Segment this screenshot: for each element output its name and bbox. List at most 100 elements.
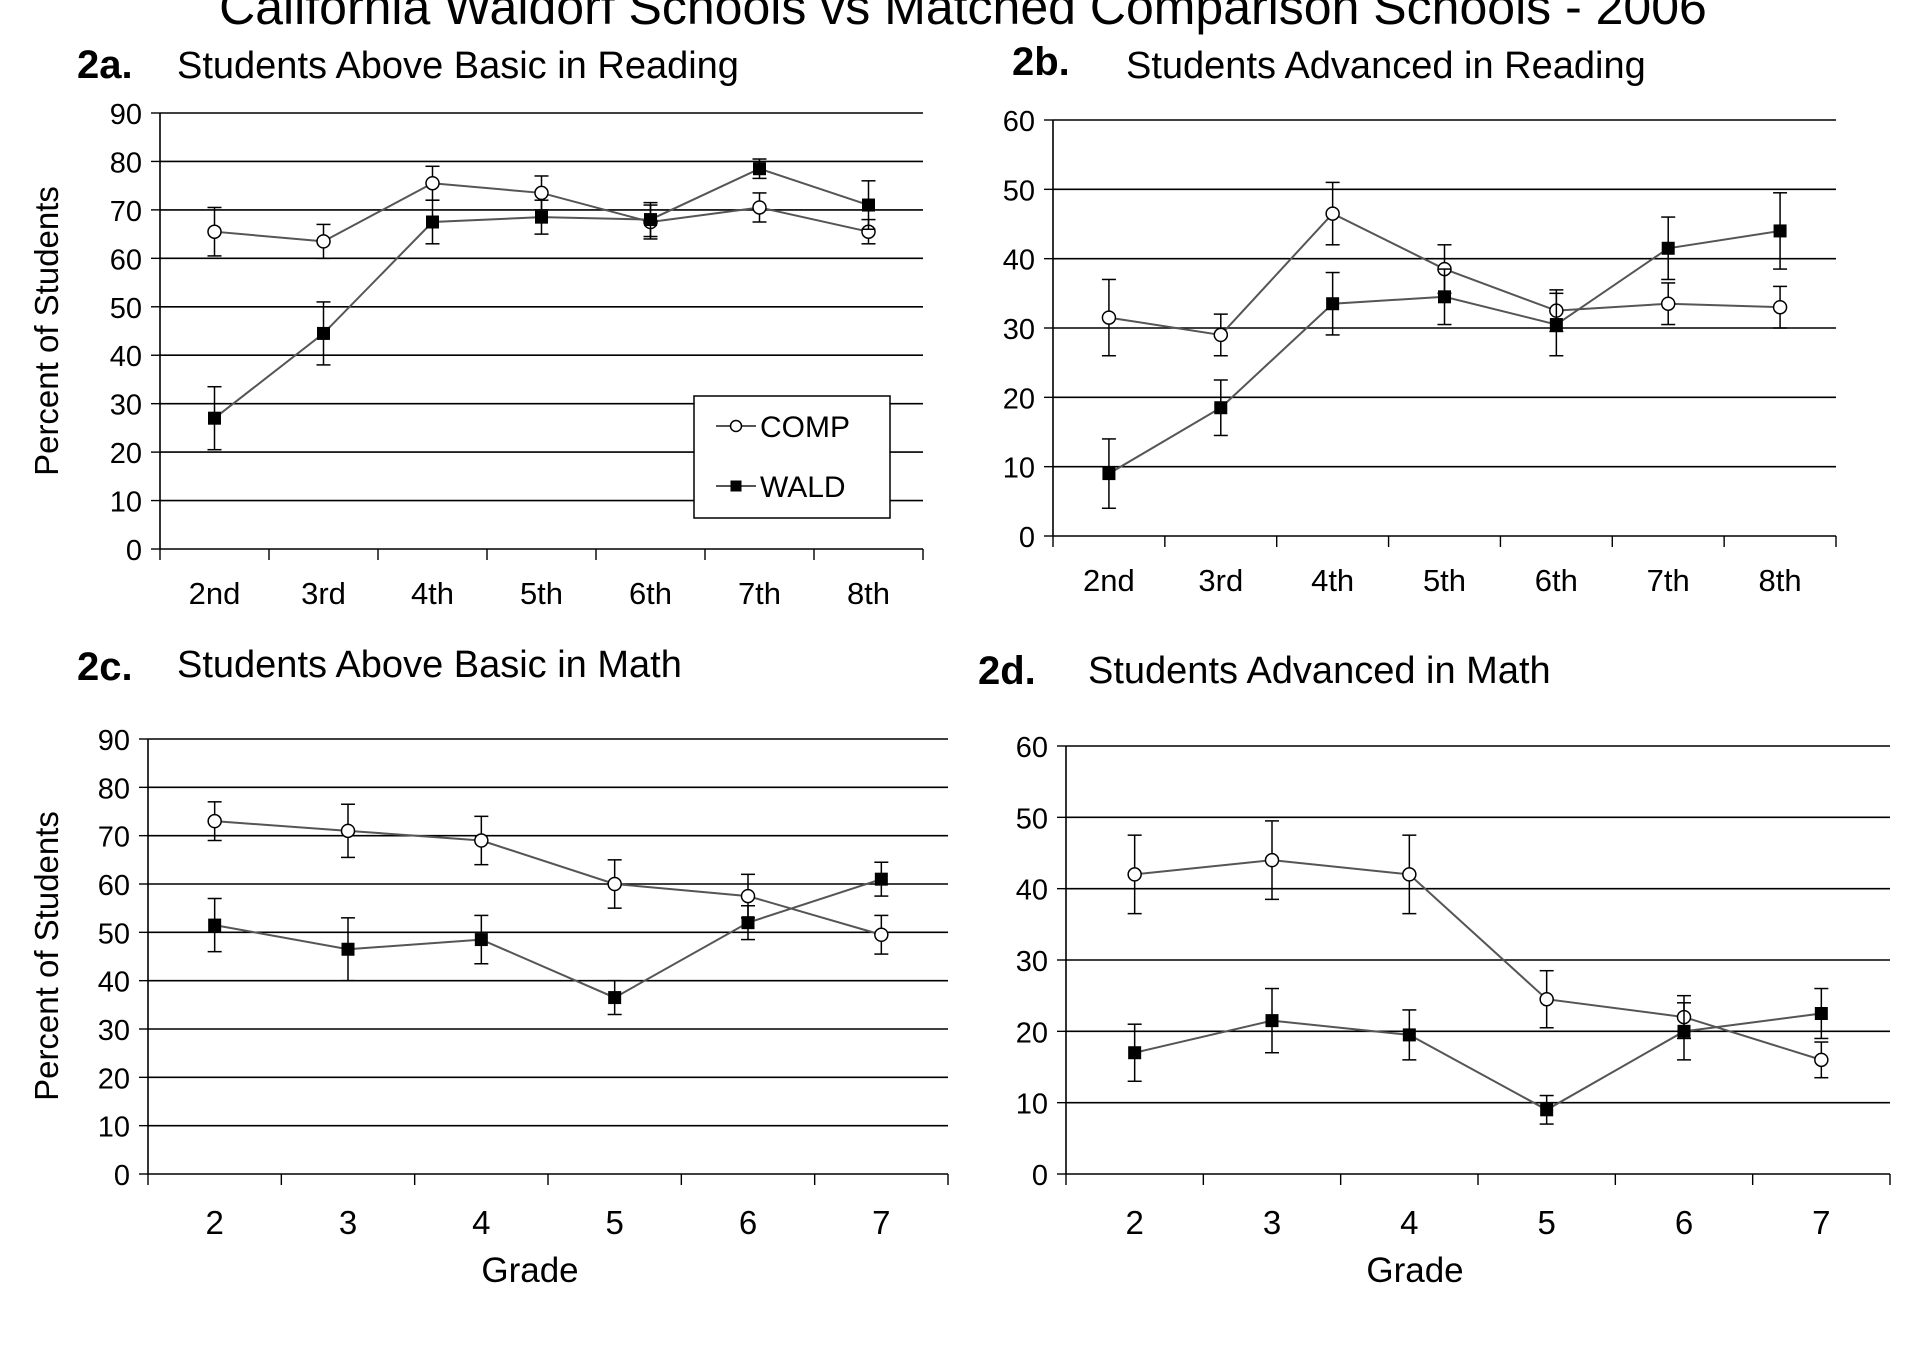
x-tick-label: 7th [1647,563,1690,598]
data-point-comp [1402,867,1417,882]
series-line [1134,859,1822,1061]
page-title: California Waldorf Schools vs Matched Co… [219,0,1707,35]
chart-title: Students Advanced in Reading [1126,45,1646,87]
data-point-wald [1814,1007,1828,1020]
y-tick-label: 60 [1003,106,1035,138]
series-wald [207,861,889,1016]
y-tick-label: 20 [1003,383,1035,415]
chart-2b: 2b. Students Advanced in Reading 0 10 20 30 40… [1003,40,1837,598]
y-tick-label: 60 [110,244,142,276]
data-point-wald [1549,318,1563,332]
x-tick-label: 8th [1759,563,1802,598]
panel-label: 2a. [77,43,133,87]
data-point-wald [1661,241,1675,255]
x-tick-label: 2nd [1083,563,1135,598]
chart-title: Students Above Basic in Math [177,644,682,686]
series-line [1134,1012,1822,1111]
y-tick-label: 10 [98,1112,130,1144]
y-tick-label: 80 [98,773,130,805]
series-line [214,820,882,936]
x-tick-label: 4 [1400,1204,1418,1241]
y-tick-label: 50 [1016,803,1048,835]
data-point-wald [1265,1014,1279,1028]
data-point-comp [534,185,549,201]
data-point-comp [874,927,889,942]
y-tick-label: 80 [110,147,142,179]
series-comp [207,801,889,955]
x-tick-label: 4 [472,1204,490,1241]
y-tick-label: 40 [98,967,130,999]
x-tick-label: 5th [520,576,563,611]
data-point-wald [474,933,488,947]
data-point-wald [426,215,439,229]
x-tick-label: 6 [1675,1204,1693,1241]
data-point-wald [1540,1103,1554,1117]
y-tick-label: 50 [98,918,130,950]
x-tick-label: 5 [605,1204,623,1241]
data-point-comp [1127,867,1142,882]
legend-box [693,395,891,519]
x-tick-label: 2nd [189,576,241,611]
x-tick-label: 5 [1537,1204,1555,1241]
data-point-wald [535,210,548,224]
data-point-wald [1214,401,1228,415]
y-tick-label: 40 [110,341,142,373]
data-point-wald [1773,224,1787,238]
data-point-wald [874,872,888,886]
chart-title: Students Above Basic in Reading [177,45,739,87]
series-wald [1101,192,1788,510]
series-line [214,878,882,999]
y-tick-label: 0 [1019,522,1035,554]
data-point-wald [741,916,755,930]
legend-label: WALD [760,471,846,504]
data-point-wald [1677,1024,1691,1038]
x-tick-label: 8th [847,576,890,611]
y-tick-label: 70 [110,196,142,228]
y-tick-label: 50 [110,293,142,325]
data-point-comp [425,175,440,191]
y-tick-label: 30 [1003,314,1035,346]
panel-label: 2c. [77,645,133,689]
y-tick-label: 90 [110,99,142,131]
y-tick-label: 60 [98,870,130,902]
data-point-comp [1213,327,1229,343]
x-tick-label: 3rd [301,576,346,611]
x-tick-label: 7 [1812,1204,1830,1241]
y-tick-label: 10 [1016,1089,1048,1121]
y-tick-label: 70 [98,822,130,854]
chart-2c: 2c. Students Above Basic in Math 0 10 20 30 40… [28,644,949,1290]
x-tick-label: 3rd [1198,563,1243,598]
y-tick-label: 60 [1016,732,1048,764]
y-tick-label: 30 [1016,946,1048,978]
y-tick-label: 10 [1003,453,1035,485]
legend-marker-wald [730,480,742,492]
y-tick-label: 20 [98,1063,130,1095]
data-point-comp [752,200,767,215]
x-tick-label: 6 [739,1204,757,1241]
chart-2d: 2d. Students Advanced in Math 0 10 20 30 40 50 6… [978,649,1891,1290]
y-tick-label: 40 [1003,245,1035,277]
x-tick-label: 3 [339,1204,357,1241]
data-point-comp [1772,299,1788,315]
chart-2a: 2a. Students Above Basic in Reading 0 10 20 3… [28,43,924,611]
data-point-comp [1264,852,1280,868]
data-point-comp [1101,310,1117,325]
data-point-wald [1128,1046,1142,1060]
x-tick-label: 6th [1535,563,1578,598]
data-point-wald [753,162,766,176]
y-tick-label: 90 [98,725,130,757]
x-tick-label: 7 [872,1204,890,1241]
series-comp [1127,820,1829,1079]
data-point-wald [1102,467,1116,481]
data-point-wald [208,411,221,425]
data-point-wald [1402,1028,1416,1042]
data-point-comp [1814,1052,1829,1068]
x-tick-label: 4th [1311,563,1354,598]
data-point-comp [207,813,222,829]
y-tick-label: 20 [110,438,142,470]
data-point-wald [1438,290,1451,304]
data-point-comp [340,823,356,839]
x-tick-label: 2 [205,1204,223,1241]
data-point-wald [208,918,222,932]
